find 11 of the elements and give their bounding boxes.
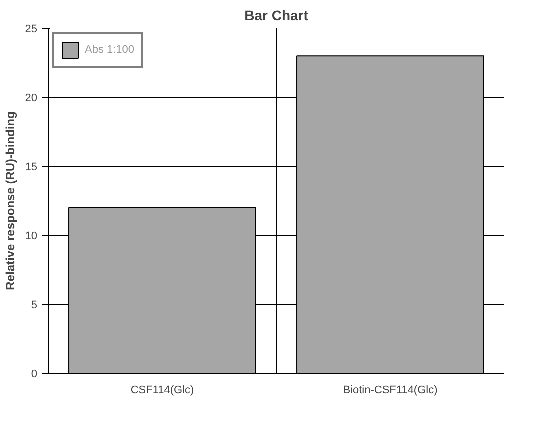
y-tick-label: 20 (25, 92, 38, 104)
y-tick-label: 0 (31, 368, 38, 380)
x-tick-label: Biotin-CSF114(Glc) (343, 384, 438, 396)
y-tick-label: 5 (31, 300, 38, 312)
y-tick-label: 10 (25, 230, 38, 242)
y-tick-label: 25 (25, 24, 38, 36)
chart-title: Bar Chart (244, 8, 309, 24)
y-tick-label: 15 (25, 162, 38, 174)
legend-label: Abs 1:100 (85, 44, 135, 56)
y-axis-title: Relative response (RU)-binding (3, 112, 18, 290)
x-tick-label: CSF114(Glc) (130, 384, 194, 396)
